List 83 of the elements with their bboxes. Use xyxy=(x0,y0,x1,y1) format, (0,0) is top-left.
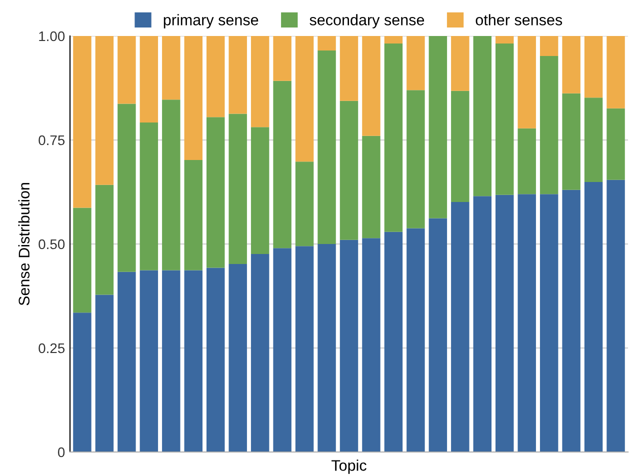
bar xyxy=(384,232,403,452)
bar xyxy=(518,194,536,452)
y-tick-label: 0.50 xyxy=(38,239,65,250)
bar xyxy=(584,98,603,182)
bar xyxy=(518,128,536,194)
bar xyxy=(362,36,380,136)
legend-label: primary sense xyxy=(164,14,258,28)
bar xyxy=(273,80,292,248)
bar xyxy=(95,36,114,185)
bar xyxy=(228,36,247,114)
bar xyxy=(340,36,358,101)
bar xyxy=(562,36,580,94)
bar xyxy=(318,36,336,51)
y-axis-title: Sense Distribution xyxy=(18,182,30,306)
bar xyxy=(406,228,425,452)
bar xyxy=(118,272,136,452)
bar xyxy=(384,36,403,44)
bar xyxy=(518,36,536,128)
bar xyxy=(451,90,470,202)
legend-label: secondary sense xyxy=(310,14,424,28)
bar xyxy=(162,100,180,270)
bar xyxy=(250,36,270,128)
bar xyxy=(584,36,603,98)
bar xyxy=(250,254,270,452)
bar xyxy=(295,162,314,246)
bar xyxy=(540,194,558,452)
bar xyxy=(206,117,225,268)
bar xyxy=(496,43,514,195)
bar xyxy=(184,36,202,160)
bar xyxy=(184,270,202,452)
bar xyxy=(228,264,247,452)
bar xyxy=(384,43,403,232)
bar xyxy=(362,238,380,452)
legend-label: other senses xyxy=(476,14,562,26)
bar xyxy=(451,36,470,91)
bar xyxy=(606,180,625,452)
bar xyxy=(273,36,292,81)
bar xyxy=(473,196,492,452)
bar xyxy=(473,36,492,196)
bar xyxy=(496,36,514,44)
y-tick-label: 0 xyxy=(58,447,65,458)
bar xyxy=(118,104,136,272)
bar xyxy=(295,246,314,452)
y-tick-label: 0.25 xyxy=(38,343,65,354)
bar xyxy=(140,36,158,123)
bar xyxy=(162,36,180,100)
bar xyxy=(428,218,448,452)
bar xyxy=(140,122,158,270)
y-tick-label: 1.00 xyxy=(39,31,65,42)
bar xyxy=(606,108,625,180)
bar xyxy=(118,36,136,104)
x-axis-title: Topic xyxy=(332,460,366,474)
bar xyxy=(428,36,448,218)
bar xyxy=(206,36,225,118)
bar xyxy=(340,240,358,452)
bar xyxy=(273,248,292,452)
bar xyxy=(73,312,92,452)
bar xyxy=(140,270,158,452)
bar xyxy=(340,100,358,240)
bar xyxy=(162,270,180,452)
bar xyxy=(73,208,92,313)
bar xyxy=(562,93,580,190)
bar xyxy=(540,36,558,56)
y-tick-label: 0.75 xyxy=(38,135,65,146)
bar xyxy=(362,136,380,238)
bar xyxy=(295,36,314,162)
bar xyxy=(606,36,625,108)
bar xyxy=(451,202,470,452)
bar xyxy=(540,56,558,194)
bar xyxy=(95,294,114,452)
bar xyxy=(406,36,425,90)
bar xyxy=(318,50,336,244)
bar xyxy=(318,244,336,452)
bar xyxy=(496,194,514,452)
bar xyxy=(584,182,603,452)
bar xyxy=(228,114,247,264)
bar xyxy=(250,127,270,254)
bar xyxy=(206,268,225,452)
bar xyxy=(95,184,114,295)
bar xyxy=(73,36,92,208)
bar xyxy=(184,160,202,270)
bar xyxy=(562,190,580,452)
bar xyxy=(406,90,425,228)
